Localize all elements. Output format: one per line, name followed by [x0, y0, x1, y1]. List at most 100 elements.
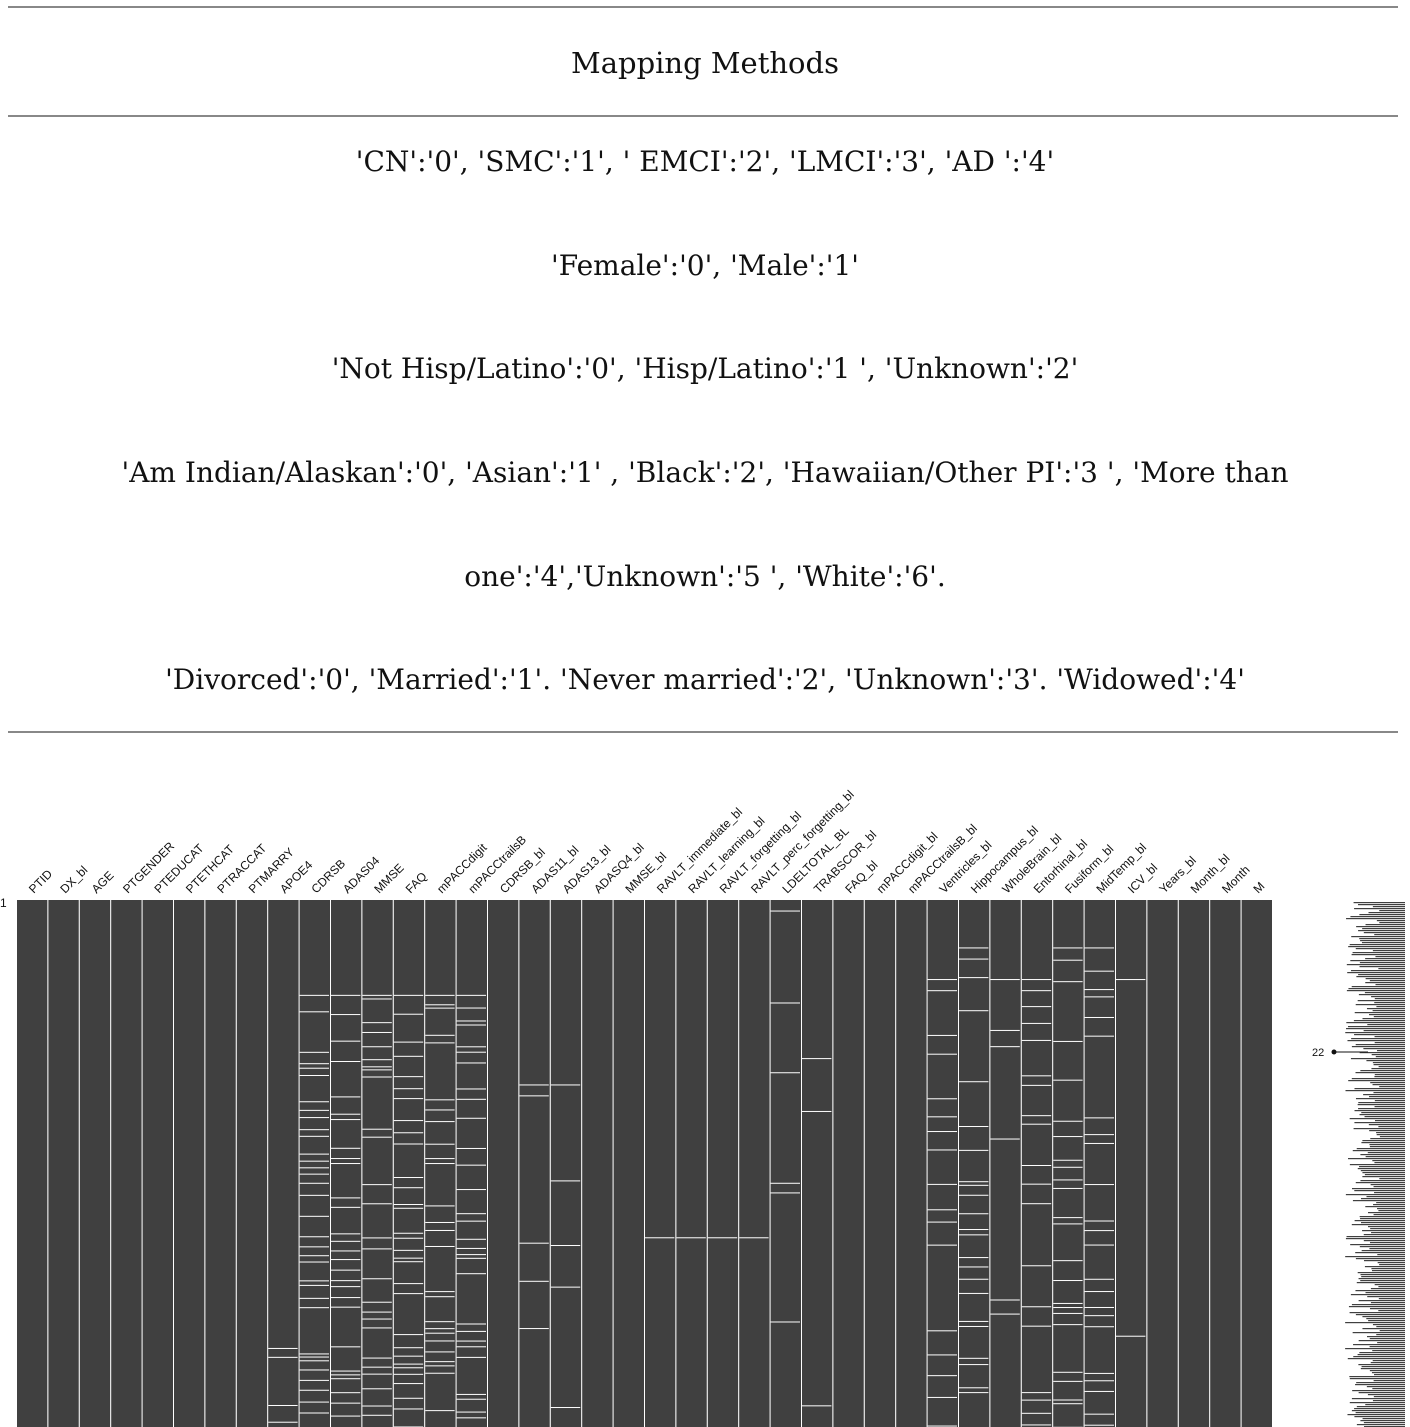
sparkline-bar-147	[1366, 1196, 1405, 1198]
missing-mark-24-1	[770, 1002, 800, 1004]
missing-mark-34-8	[1084, 1142, 1114, 1144]
sparkline-bar-161	[1351, 1224, 1405, 1226]
sparkline-bar-209	[1368, 1320, 1405, 1322]
missing-mark-33-14	[1053, 1280, 1083, 1282]
missing-mark-32-0	[1021, 979, 1052, 981]
sparkline-bar-114	[1369, 1130, 1405, 1132]
missing-mark-9-30	[299, 1379, 329, 1381]
matrix-column-37	[1177, 900, 1210, 1427]
missing-mark-32-4	[1021, 1039, 1052, 1041]
missing-mark-13-17	[425, 1321, 455, 1323]
sparkline-bar-26	[1351, 954, 1405, 956]
missing-mark-32-18	[1021, 1424, 1052, 1426]
missing-mark-29-16	[927, 1425, 957, 1427]
column-separator-32	[1020, 900, 1022, 1427]
missing-mark-12-25	[393, 1367, 424, 1369]
missing-mark-32-7	[1021, 1115, 1052, 1117]
missing-mark-30-0	[959, 947, 989, 949]
sparkline-bar-80	[1372, 1062, 1405, 1064]
missing-mark-34-19	[1084, 1380, 1114, 1382]
missing-mark-10-0	[331, 994, 361, 996]
sparkline-bar-148	[1360, 1198, 1405, 1200]
missing-mark-13-25	[425, 1410, 455, 1412]
missing-mark-12-16	[393, 1249, 424, 1251]
matrix-column-1	[47, 900, 79, 1427]
missing-mark-10-14	[331, 1250, 361, 1252]
column-separator-8	[267, 900, 269, 1427]
sparkline-bar-64	[1363, 1030, 1405, 1032]
sparkline-bar-145	[1374, 1192, 1405, 1194]
column-separator-39	[1240, 900, 1242, 1427]
missing-mark-32-14	[1021, 1325, 1052, 1327]
missing-mark-32-13	[1021, 1306, 1052, 1308]
missing-mark-34-3	[1084, 996, 1114, 998]
sparkline-bar-192	[1378, 1286, 1405, 1288]
matrix-column-20	[644, 900, 676, 1427]
sparkline-bar-23	[1355, 948, 1405, 950]
missing-mark-30-13	[959, 1257, 989, 1259]
missing-mark-33-17	[1053, 1312, 1083, 1314]
missing-mark-32-12	[1021, 1265, 1052, 1267]
column-separator-24	[769, 900, 771, 1427]
column-separator-5	[173, 900, 174, 1427]
missing-mark-10-11	[331, 1206, 361, 1208]
sparkline-bar-216	[1376, 1334, 1405, 1336]
sparkline-bar-25	[1352, 952, 1405, 954]
missing-mark-11-21	[362, 1366, 392, 1368]
matrix-column-31	[989, 900, 1021, 1427]
missing-mark-10-12	[331, 1233, 361, 1235]
column-separator-29	[926, 900, 928, 1427]
sparkline-bar-101	[1357, 1104, 1405, 1106]
missing-mark-11-7	[362, 1069, 392, 1071]
sparkline-bar-255	[1355, 1412, 1405, 1414]
sparkline-bar-178	[1355, 1258, 1405, 1260]
sparkline-bar-1	[1357, 904, 1405, 906]
matrix-column-18	[581, 900, 613, 1427]
sparkline-bar-52	[1376, 1006, 1405, 1008]
sparkline-bar-217	[1367, 1336, 1405, 1338]
sparkline-bar-155	[1367, 1212, 1405, 1214]
missing-mark-13-0	[425, 994, 455, 996]
missing-mark-13-20	[425, 1340, 455, 1342]
missing-mark-9-7	[299, 1109, 329, 1111]
sparkline-bar-200	[1370, 1302, 1405, 1304]
sparkline-bar-11	[1365, 924, 1405, 926]
missing-mark-12-1	[393, 1013, 424, 1015]
missing-mark-14-19	[456, 1273, 486, 1275]
sparkline-bar-30	[1359, 962, 1405, 964]
missing-mark-8-3	[268, 1421, 298, 1423]
missing-mark-13-23	[425, 1365, 455, 1367]
sparkline-bar-203	[1369, 1308, 1405, 1310]
sparkline-bar-89	[1348, 1080, 1405, 1082]
sparkline-bar-230	[1370, 1362, 1405, 1364]
sparkline-bar-53	[1366, 1008, 1405, 1010]
sparkline-bar-57	[1373, 1016, 1405, 1018]
missing-mark-10-18	[331, 1286, 361, 1288]
sparkline-bar-213	[1362, 1328, 1405, 1330]
missing-mark-9-25	[299, 1307, 329, 1309]
missing-mark-14-26	[456, 1398, 486, 1400]
missing-mark-33-18	[1053, 1324, 1083, 1326]
column-separator-31	[989, 900, 991, 1427]
sparkline-bar-117	[1379, 1136, 1405, 1138]
missing-mark-32-1	[1021, 990, 1052, 992]
missing-mark-33-22	[1053, 1403, 1083, 1405]
sparkline-bar-225	[1359, 1352, 1405, 1354]
sparkline-bar-240	[1356, 1382, 1405, 1384]
missing-mark-9-6	[299, 1101, 329, 1103]
sparkline-bar-99	[1374, 1100, 1405, 1102]
missing-mark-9-19	[299, 1246, 329, 1248]
sparkline-bar-204	[1378, 1310, 1405, 1312]
missing-mark-33-19	[1053, 1371, 1083, 1373]
missing-mark-35-1	[1116, 1335, 1146, 1337]
matrix-column-28	[895, 900, 927, 1427]
missing-mark-10-25	[331, 1392, 361, 1394]
missing-mark-11-1	[362, 998, 392, 1000]
column-separator-16	[518, 900, 520, 1427]
missing-mark-14-14	[456, 1220, 486, 1222]
sparkline-bar-220	[1377, 1342, 1405, 1344]
missing-mark-34-1	[1084, 970, 1114, 972]
sparkline-bar-61	[1367, 1024, 1405, 1026]
missing-mark-10-10	[331, 1197, 361, 1199]
missing-mark-33-20	[1053, 1380, 1083, 1382]
